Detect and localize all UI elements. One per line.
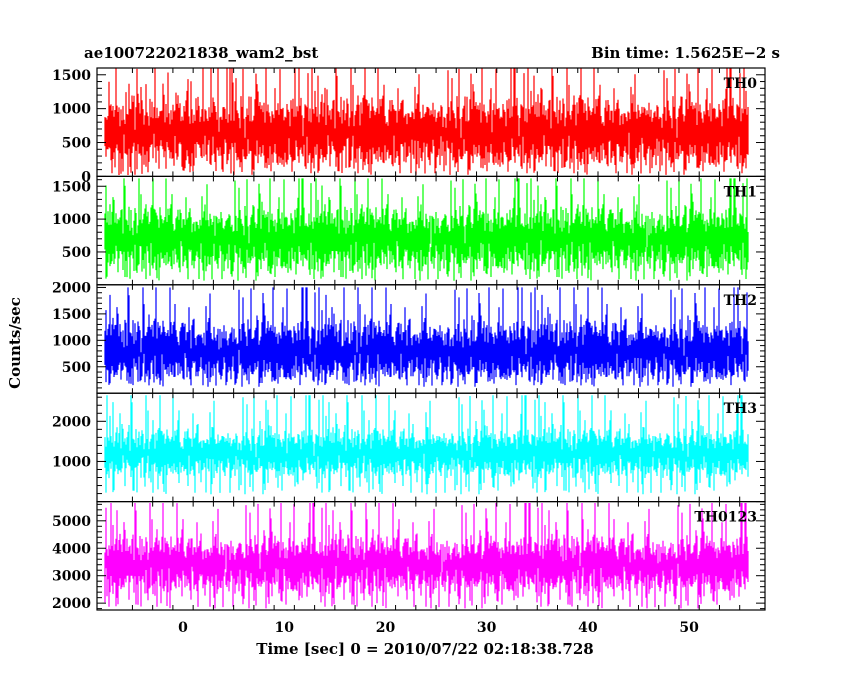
y-tick-label: 5000 (52, 514, 91, 530)
panel-th0: 0 500 1000 1500 TH0 (52, 67, 766, 185)
x-tick-label: 10 (275, 620, 295, 636)
panel-th0123: 2000 3000 4000 5000 TH0123 (52, 501, 766, 612)
x-tick-label: 0 (178, 620, 188, 636)
x-tick-label: 50 (679, 620, 699, 636)
bin-time-label: Bin time: 1.5625E−2 s (591, 44, 780, 62)
y-tick-label: 1500 (52, 179, 91, 195)
series-label-th3: TH3 (724, 401, 757, 417)
x-axis-label: Time [sec] 0 = 2010/07/22 02:18:38.728 (256, 640, 594, 658)
x-tick-label: 40 (578, 620, 598, 636)
y-tick-label: 0 (81, 169, 91, 185)
y-tick-label: 3000 (52, 569, 91, 585)
y-tick-label: 2000 (52, 414, 91, 430)
series-line-th2 (104, 287, 749, 387)
panel-frame (96, 501, 766, 611)
series-label-th2: TH2 (724, 293, 757, 309)
panel-th3: 1000 2000 TH3 (52, 392, 766, 503)
series-line-th1 (104, 178, 749, 281)
x-tick-label: 20 (376, 620, 396, 636)
series-line-th0123 (104, 503, 749, 609)
y-tick-label: 1500 (52, 68, 91, 84)
y-tick-label: 1000 (52, 333, 91, 349)
y-tick-label: 500 (62, 136, 91, 152)
y-tick-label: 2000 (52, 596, 91, 612)
y-tick-label: 1000 (52, 454, 91, 470)
y-tick-label: 1500 (52, 307, 91, 323)
y-axis-label: Counts/sec (6, 297, 24, 389)
chart-title: ae100722021838_wam2_bst (84, 44, 319, 62)
y-tick-label: 2000 (52, 280, 91, 296)
y-tick-label: 1000 (52, 212, 91, 228)
y-tick-label: 1000 (52, 102, 91, 118)
series-label-th0123: TH0123 (694, 510, 757, 526)
series-label-th0: TH0 (724, 76, 758, 92)
y-tick-label: 500 (62, 245, 91, 261)
panel-th1: 500 1000 1500 TH1 (52, 175, 766, 286)
y-tick-label: 500 (62, 360, 91, 376)
x-tick-label: 30 (477, 620, 497, 636)
y-tick-label: 4000 (52, 541, 91, 557)
series-line-th3 (104, 395, 749, 495)
panel-th2: 500 1000 1500 2000 TH2 (52, 280, 766, 394)
series-line-th0 (104, 68, 749, 175)
series-label-th1: TH1 (724, 184, 757, 200)
